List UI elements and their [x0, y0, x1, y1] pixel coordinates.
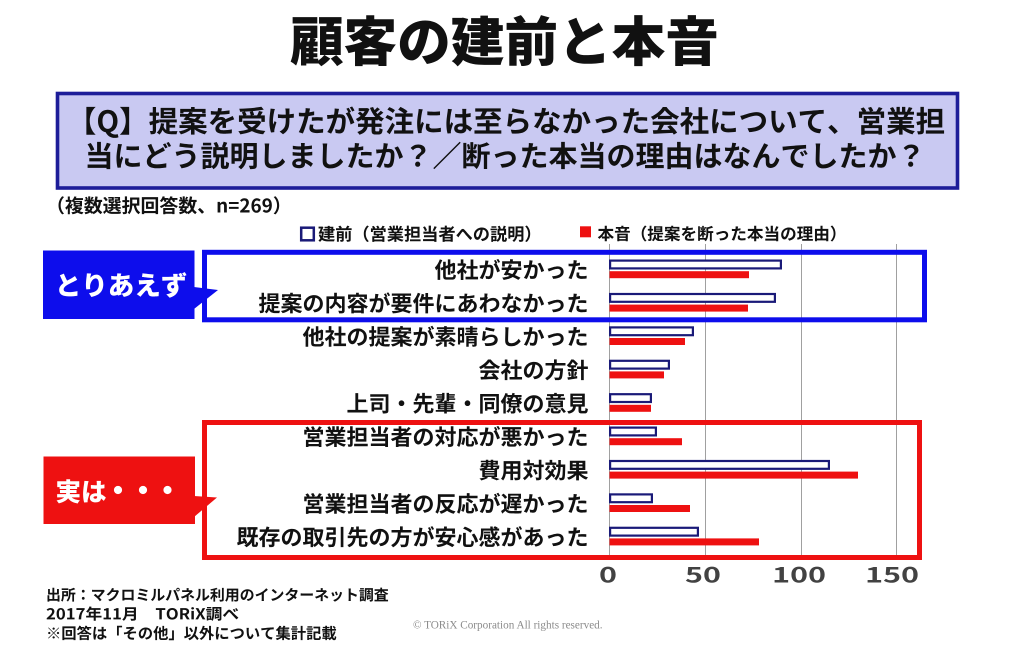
svg-text:© TORiX Corporation All rights: © TORiX Corporation All rights reserved.	[413, 620, 603, 632]
